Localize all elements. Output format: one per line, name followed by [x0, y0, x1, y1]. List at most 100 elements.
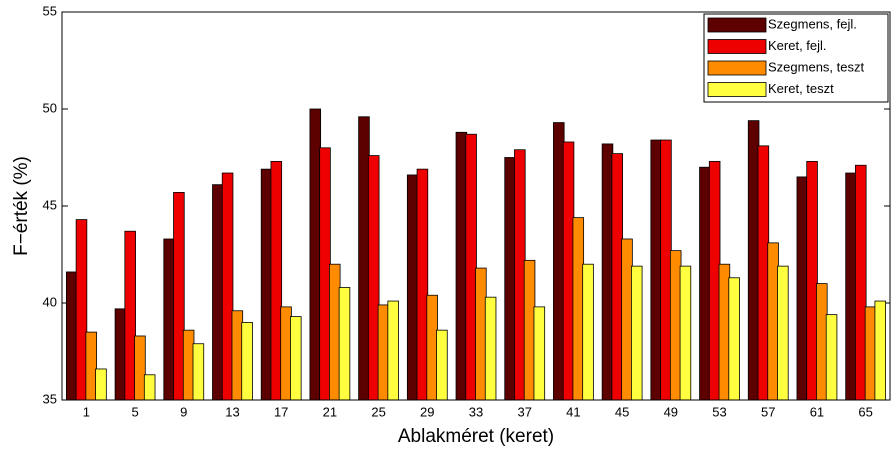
- bar: [221, 172, 234, 401]
- bar: [387, 300, 399, 401]
- bar: [679, 265, 692, 401]
- x-tick-label: 49: [664, 404, 678, 419]
- bar: [845, 172, 857, 401]
- bar: [280, 306, 292, 401]
- x-tick-label: 65: [858, 404, 872, 419]
- legend-label: Szegmens, fejl.: [768, 16, 857, 31]
- bar: [241, 321, 253, 401]
- bar: [728, 277, 740, 401]
- bar: [523, 259, 536, 401]
- bar: [572, 217, 585, 401]
- bar: [65, 271, 78, 401]
- x-tick-label: 45: [615, 404, 629, 419]
- legend-swatch: [707, 17, 767, 33]
- bar: [426, 294, 438, 401]
- y-tick-label: 35: [43, 391, 57, 406]
- bar: [669, 250, 682, 401]
- bar: [825, 314, 838, 401]
- legend: Szegmens, fejl. Keret, fejl. Szegmens, tes…: [703, 13, 889, 103]
- bar: [864, 306, 877, 401]
- bar: [465, 133, 477, 401]
- bar: [611, 153, 624, 401]
- legend-label: Keret, teszt: [768, 81, 834, 96]
- bar: [455, 131, 468, 401]
- bar: [163, 238, 175, 401]
- bar: [338, 287, 351, 401]
- x-axis-label: Ablakméret (keret): [398, 426, 554, 447]
- bar: [747, 120, 760, 401]
- bar: [806, 160, 818, 401]
- bar: [358, 116, 370, 401]
- bar: [309, 108, 322, 401]
- bar: [796, 176, 809, 401]
- bar: [182, 329, 195, 401]
- legend-label: Keret, fejl.: [768, 38, 827, 53]
- x-tick-label: 13: [225, 404, 239, 419]
- bar: [484, 296, 497, 401]
- bar: [504, 157, 516, 401]
- bar: [260, 168, 273, 401]
- legend-swatch: [707, 82, 767, 97]
- legend-swatch: [707, 39, 767, 54]
- y-axis-label: F−érték (%): [11, 156, 32, 256]
- bar: [173, 192, 185, 401]
- bar: [718, 263, 731, 401]
- bar: [436, 329, 448, 401]
- bar: [290, 316, 302, 401]
- bar: [328, 263, 341, 401]
- x-tick-label: 25: [371, 404, 385, 419]
- bar: [406, 174, 419, 401]
- x-tick-label: 33: [469, 404, 483, 419]
- bar: [85, 331, 97, 401]
- bar: [582, 263, 594, 401]
- bar: [475, 267, 487, 401]
- x-tick-label: 37: [517, 404, 531, 419]
- x-tick-label: 1: [83, 404, 90, 419]
- y-tick-label: 50: [43, 100, 57, 115]
- x-tick-label: 5: [131, 404, 138, 419]
- bar: [367, 155, 380, 401]
- bar: [95, 368, 107, 401]
- bar: [134, 335, 146, 401]
- x-tick-label: 21: [323, 404, 337, 419]
- legend-label: Szegmens, teszt: [768, 59, 864, 74]
- bar: [231, 310, 244, 401]
- x-tick-label: 17: [274, 404, 288, 419]
- bar: [816, 283, 828, 401]
- bar: [143, 374, 156, 401]
- bar: [124, 230, 136, 401]
- x-tick-label: 57: [761, 404, 775, 419]
- bar: [767, 242, 779, 401]
- bar: [621, 238, 633, 401]
- bar: [212, 184, 224, 401]
- bar: [630, 265, 643, 401]
- bar: [650, 139, 662, 401]
- x-tick-label: 41: [566, 404, 580, 419]
- bar: [416, 168, 429, 401]
- plot-frame: [61, 11, 891, 401]
- bar: [75, 219, 88, 401]
- x-tick-label: 61: [810, 404, 824, 419]
- bar: [855, 164, 867, 401]
- x-tick-label: 53: [712, 404, 726, 419]
- y-tick-label: 55: [43, 3, 57, 18]
- bar: [270, 160, 283, 401]
- x-tick-label: 9: [180, 404, 187, 419]
- bar: [553, 122, 565, 401]
- bar: [533, 306, 546, 401]
- bar: [114, 308, 127, 401]
- bar: [699, 166, 711, 401]
- bar: [757, 145, 770, 401]
- bar: [192, 343, 205, 401]
- bar: [601, 143, 614, 401]
- bar: [874, 300, 887, 401]
- bar: [514, 149, 526, 401]
- bar: [562, 141, 575, 401]
- bar: [777, 265, 789, 401]
- y-tick-label: 45: [43, 197, 57, 212]
- x-tick-label: 29: [420, 404, 434, 419]
- y-tick-label: 40: [43, 294, 57, 309]
- bar: [708, 160, 721, 401]
